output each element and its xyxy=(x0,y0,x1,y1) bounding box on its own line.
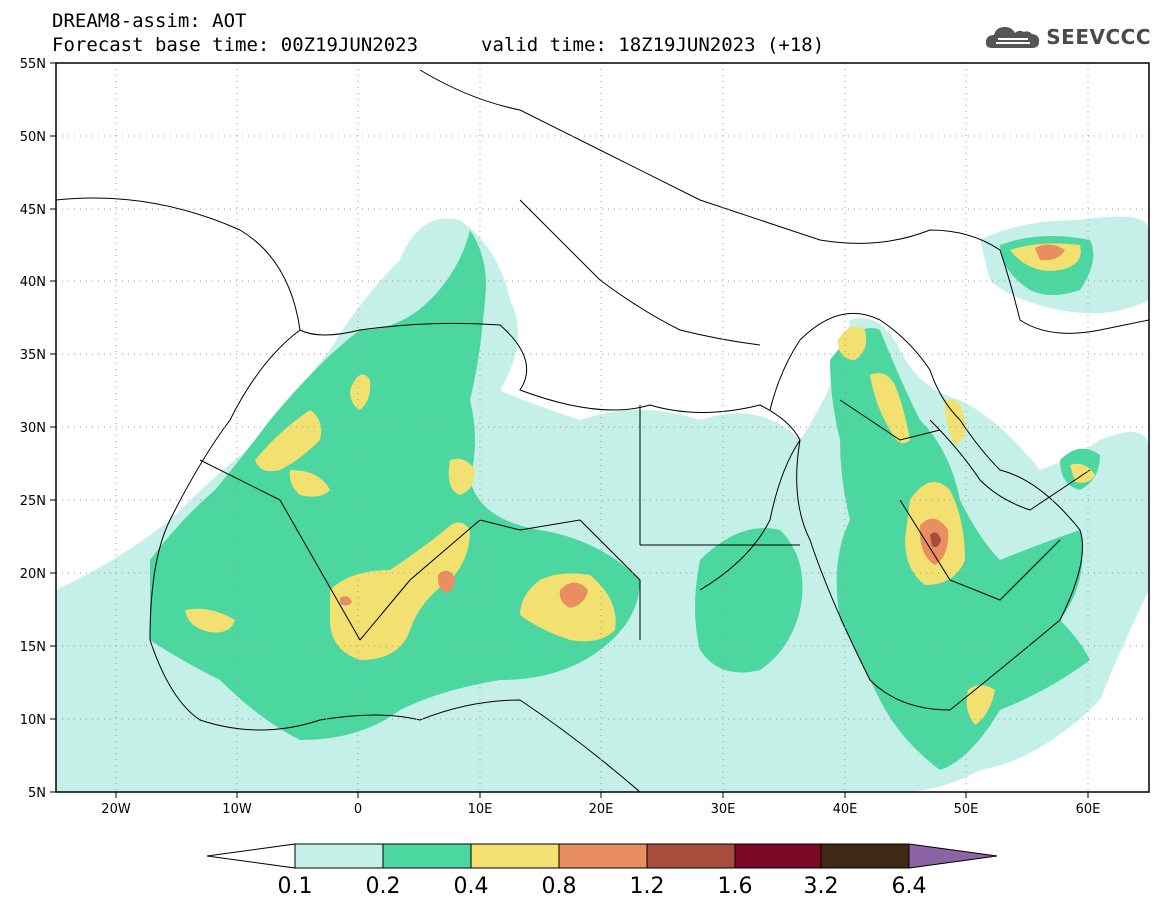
colorbar-label: 0.8 xyxy=(542,874,577,899)
colorbar-label: 0.2 xyxy=(366,874,401,899)
colorbar-label: 6.4 xyxy=(892,874,927,899)
logo-text: SEEVCCC xyxy=(1046,25,1151,49)
forecast-base-time: Forecast base time: 00Z19JUN2023 xyxy=(52,34,419,56)
colorbar-segment xyxy=(820,843,910,869)
lon-label: 20W xyxy=(101,802,131,817)
colorbar-label: 1.2 xyxy=(630,874,665,899)
lat-label: 5N xyxy=(28,786,46,801)
colorbar-label: 3.2 xyxy=(804,874,839,899)
colorbar-segment xyxy=(734,843,822,869)
lon-label: 30E xyxy=(711,802,736,817)
lat-label: 15N xyxy=(20,640,46,655)
contour-level-5 xyxy=(930,532,941,548)
valid-time: valid time: 18Z19JUN2023 (+18) xyxy=(481,34,825,56)
lon-label: 20E xyxy=(589,802,614,817)
lat-label: 40N xyxy=(20,275,46,290)
cloud-icon xyxy=(986,27,1040,48)
lat-labels: 55N 50N 45N 40N 35N 30N 25N 20N 15N 10N … xyxy=(20,57,46,801)
lon-label: 10W xyxy=(222,802,252,817)
lon-label: 0 xyxy=(354,802,362,817)
lat-label: 45N xyxy=(20,203,46,218)
lat-label: 55N xyxy=(20,57,46,72)
lat-label: 25N xyxy=(20,494,46,509)
lon-label: 10E xyxy=(468,802,493,817)
colorbar-label: 1.6 xyxy=(718,874,753,899)
colorbar-low-arrow xyxy=(206,843,296,869)
lon-labels: 20W 10W 0 10E 20E 30E 40E 50E 60E xyxy=(101,802,1100,817)
lat-label: 50N xyxy=(20,130,46,145)
lat-label: 20N xyxy=(20,567,46,582)
colorbar: 0.1 0.2 0.4 0.8 1.2 1.6 3.2 6.4 xyxy=(206,843,998,899)
lat-label: 30N xyxy=(20,421,46,436)
colorbar-segment xyxy=(470,843,560,869)
seevccc-logo: SEEVCCC xyxy=(984,22,1151,52)
colorbar-label: 0.4 xyxy=(454,874,489,899)
colorbar-segment xyxy=(294,843,384,869)
colorbar-segment xyxy=(558,843,648,869)
aot-contours xyxy=(56,216,1149,792)
coastlines xyxy=(56,69,1149,792)
lat-label: 35N xyxy=(20,348,46,363)
lon-label: 50E xyxy=(954,802,979,817)
colorbar-high-arrow xyxy=(908,843,998,869)
lat-label: 10N xyxy=(20,713,46,728)
lon-label: 60E xyxy=(1076,802,1101,817)
map-title: DREAM8-assim: AOT xyxy=(52,10,247,32)
colorbar-label: 0.1 xyxy=(278,874,313,899)
colorbar-segment xyxy=(382,843,472,869)
lon-label: 40E xyxy=(833,802,858,817)
colorbar-segment xyxy=(646,843,736,869)
axis-ticks xyxy=(50,62,1089,798)
graticule xyxy=(56,63,1149,792)
